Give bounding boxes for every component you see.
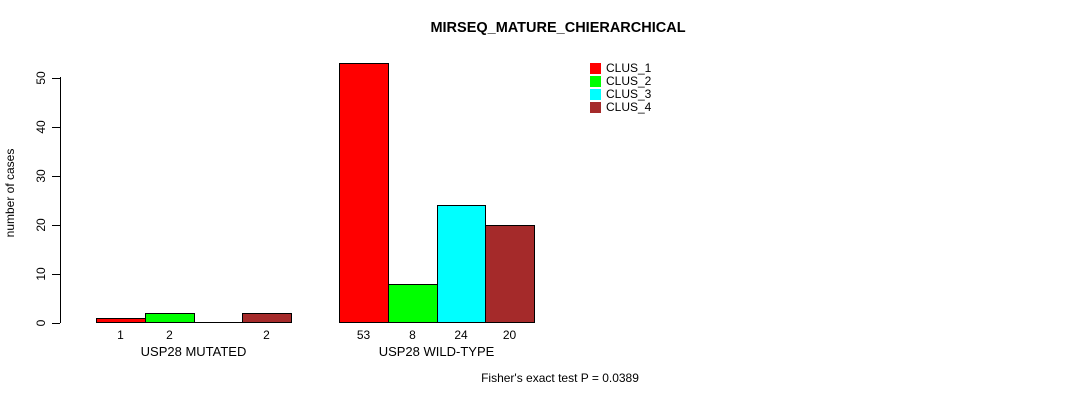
chart-title: MIRSEQ_MATURE_CHIERARCHICAL	[430, 20, 686, 36]
legend-swatch-icon	[590, 102, 601, 113]
legend-label: CLUS_4	[606, 100, 652, 114]
y-tick-label: 10	[34, 267, 48, 281]
y-tick-mark	[52, 127, 60, 128]
bar-value-label: 1	[117, 328, 124, 342]
y-tick-label: 40	[34, 120, 48, 134]
y-tick-label: 20	[34, 218, 48, 232]
bar-clus_4	[242, 313, 292, 323]
y-tick-label: 30	[34, 169, 48, 183]
legend-swatch-icon	[590, 63, 601, 74]
bar-clus_3	[437, 205, 486, 323]
bar-value-label: 2	[263, 328, 270, 342]
y-axis-label: number of cases	[3, 148, 17, 238]
legend-entry-clus_1: CLUS_1	[590, 62, 651, 75]
bar-value-label: 8	[409, 328, 416, 342]
y-tick-mark	[52, 78, 60, 79]
legend-entry-clus_4: CLUS_4	[590, 101, 651, 114]
legend-label: CLUS_2	[606, 74, 652, 88]
bar-value-label: 2	[166, 328, 173, 342]
bar-clus_1	[96, 318, 146, 323]
bar-clus_3	[194, 322, 243, 323]
bar-clus_2	[145, 313, 195, 323]
legend-label: CLUS_3	[606, 87, 652, 101]
y-tick-mark	[52, 323, 60, 324]
legend-label: CLUS_1	[606, 61, 652, 75]
x-group-label: USP28 MUTATED	[140, 344, 247, 359]
x-group-label: USP28 WILD-TYPE	[378, 344, 495, 359]
legend-swatch-icon	[590, 89, 601, 100]
y-axis-line	[60, 77, 61, 323]
y-tick-mark	[52, 176, 60, 177]
y-tick-label: 50	[34, 71, 48, 85]
legend: CLUS_1 CLUS_2 CLUS_3 CLUS_4	[590, 62, 651, 114]
y-tick-label: 0	[34, 319, 48, 327]
fisher-test-annotation: Fisher's exact test P = 0.0389	[481, 371, 639, 385]
legend-entry-clus_2: CLUS_2	[590, 75, 651, 88]
bar-value-label: 20	[502, 328, 517, 342]
bar-clus_4	[485, 225, 535, 323]
y-tick-mark	[52, 225, 60, 226]
bar-clus_1	[339, 63, 389, 323]
y-tick-mark	[52, 274, 60, 275]
bar-value-label: 53	[356, 328, 371, 342]
bar-clus_2	[388, 284, 438, 323]
bar-value-label: 24	[454, 328, 468, 342]
legend-entry-clus_3: CLUS_3	[590, 88, 651, 101]
legend-swatch-icon	[590, 76, 601, 87]
